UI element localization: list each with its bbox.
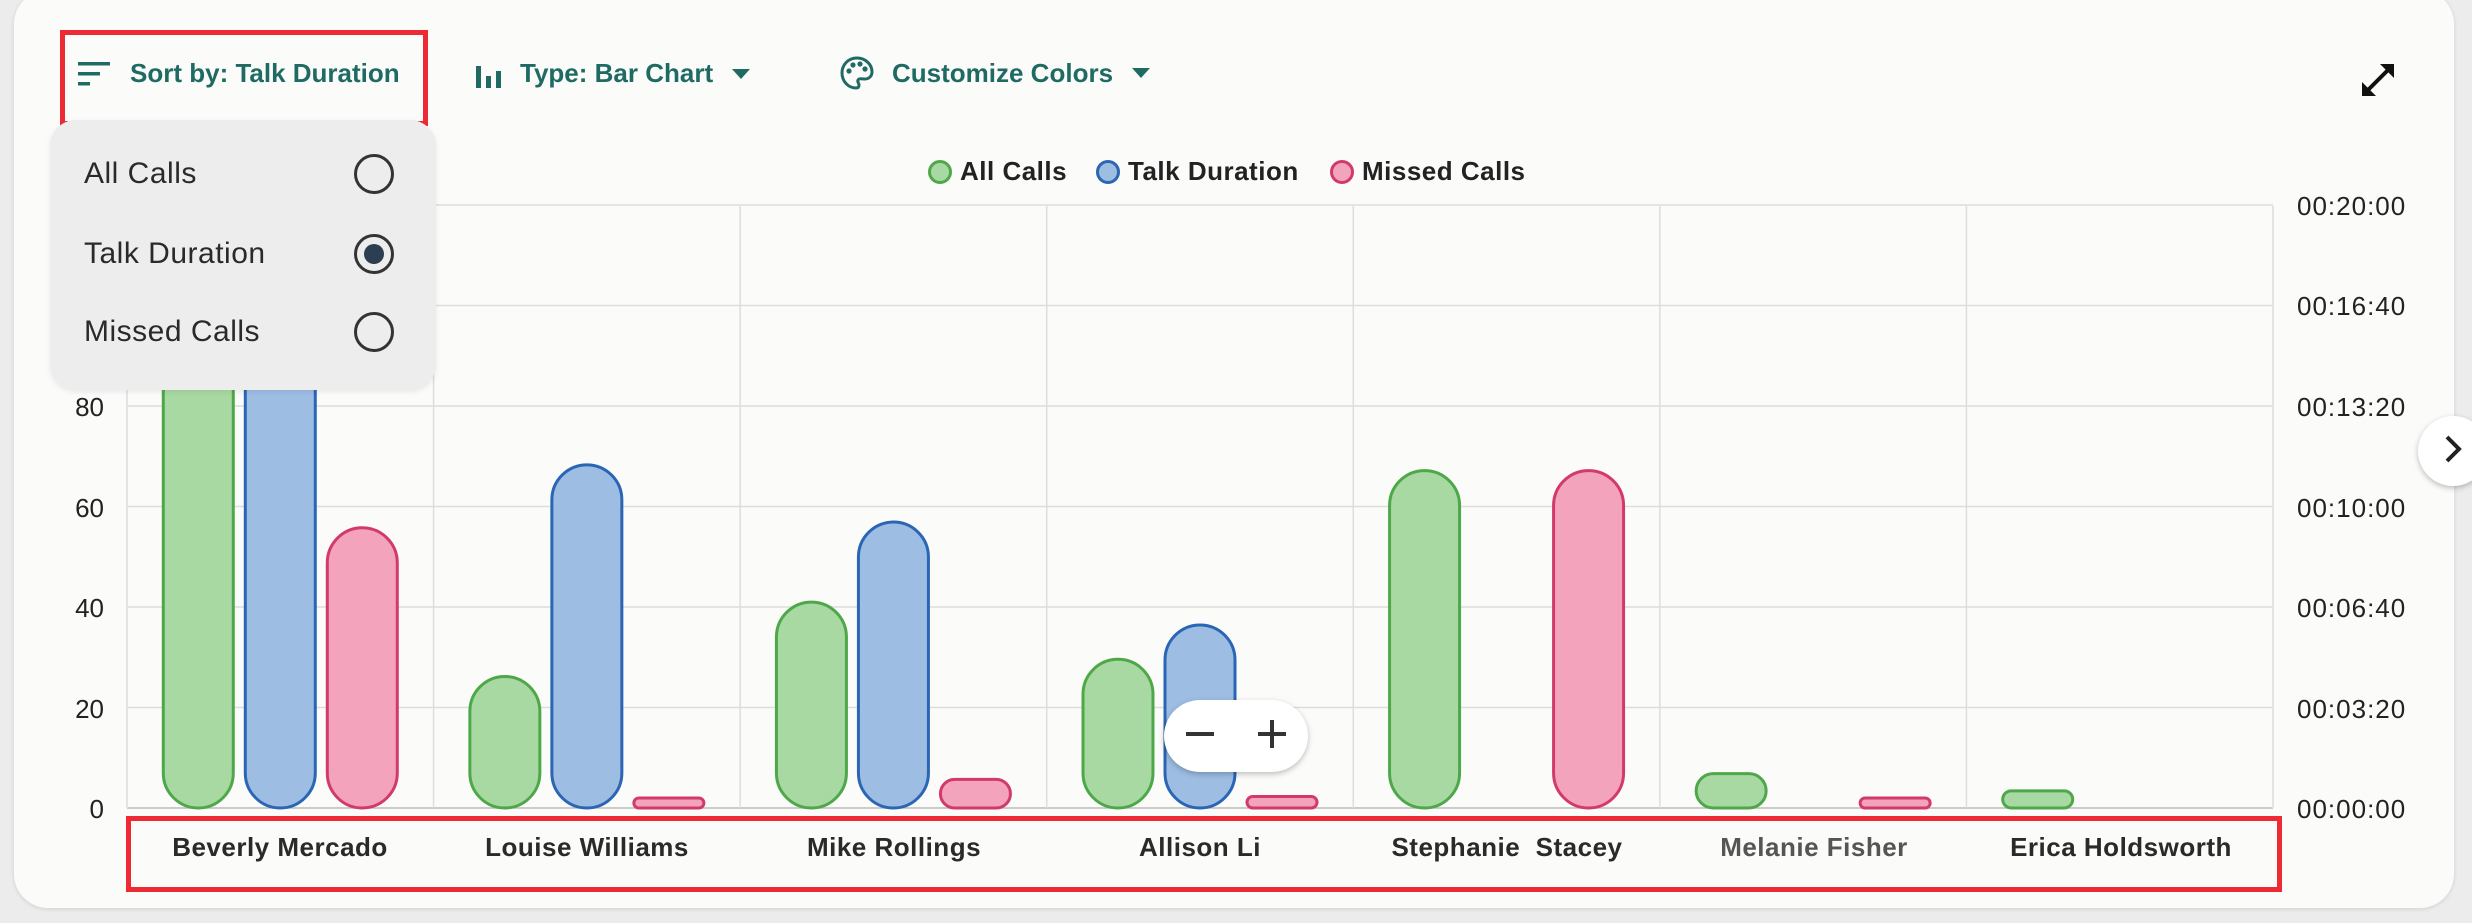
bar-all-calls[interactable]: [1694, 772, 1768, 810]
right-tick-5: 00:16:40: [2297, 291, 2407, 321]
customize-colors-label: Customize Colors: [892, 57, 1114, 88]
legend-all-calls-label: All Calls: [960, 156, 1068, 186]
bar-missed-calls[interactable]: [938, 777, 1012, 810]
chevron-right-icon: [2443, 434, 2463, 469]
left-tick-0: 0: [89, 794, 104, 824]
sort-option-all-calls[interactable]: All Calls: [50, 135, 436, 213]
chart-type-button[interactable]: Type: Bar Chart: [476, 58, 751, 89]
legend-talk-duration-label: Talk Duration: [1128, 156, 1299, 186]
bar-missed-calls[interactable]: [1552, 469, 1626, 810]
right-tick-3: 00:10:00: [2297, 493, 2407, 523]
bar-missed-calls[interactable]: [1245, 795, 1319, 810]
bar-all-calls[interactable]: [468, 674, 542, 810]
x-label-allison-li: Allison Li: [1139, 832, 1261, 862]
sort-icon: [78, 61, 112, 87]
sort-option-label: All Calls: [84, 157, 197, 190]
bar-talk-duration[interactable]: [856, 520, 930, 810]
bar-all-calls[interactable]: [2001, 789, 2075, 810]
legend-missed-calls-label: Missed Calls: [1362, 156, 1526, 186]
scroll-right-button[interactable]: [2418, 416, 2472, 486]
plus-icon: [1257, 719, 1287, 754]
left-tick-40: 40: [75, 593, 104, 623]
zoom-control: [1164, 700, 1308, 772]
legend-missed-calls-swatch: [1330, 159, 1354, 184]
bar-all-calls[interactable]: [774, 600, 848, 810]
right-tick-2: 00:06:40: [2297, 593, 2407, 623]
sort-by-label: Sort by: Talk Duration: [130, 58, 400, 88]
x-label-erica-holdsworth: Erica Holdsworth: [2010, 832, 2232, 862]
radio-selected-icon[interactable]: [354, 234, 394, 274]
legend-all-calls[interactable]: All Calls: [928, 156, 1067, 187]
x-label-louise-williams: Louise Williams: [485, 832, 689, 862]
bar-all-calls[interactable]: [1081, 657, 1155, 810]
zoom-out-button[interactable]: [1164, 700, 1236, 772]
bar-missed-calls[interactable]: [325, 526, 399, 810]
minus-icon: [1185, 719, 1215, 754]
left-tick-20: 20: [75, 694, 104, 724]
right-tick-4: 00:13:20: [2297, 392, 2407, 422]
chevron-down-icon: [1131, 67, 1151, 79]
expand-icon[interactable]: [2358, 60, 2398, 100]
sort-option-label: Missed Calls: [84, 315, 261, 348]
radio-unselected-icon[interactable]: [354, 154, 394, 194]
chart-type-label: Type: Bar Chart: [520, 58, 714, 88]
sort-option-talk-duration[interactable]: Talk Duration: [50, 215, 436, 293]
bar-chart-icon: [476, 60, 502, 88]
x-label-mike-rollings: Mike Rollings: [806, 832, 982, 862]
legend-talk-duration-swatch: [1096, 159, 1120, 184]
zoom-in-button[interactable]: [1236, 700, 1308, 772]
x-axis-labels-highlight: [126, 816, 2282, 892]
bar-talk-duration[interactable]: [550, 463, 624, 810]
radio-unselected-icon[interactable]: [354, 312, 394, 352]
bar-missed-calls[interactable]: [632, 796, 706, 810]
x-label-beverly-mercado: Beverly Mercado: [172, 832, 388, 862]
palette-icon: [840, 56, 874, 90]
legend-talk-duration[interactable]: Talk Duration: [1096, 156, 1299, 187]
legend-missed-calls[interactable]: Missed Calls: [1330, 156, 1526, 187]
customize-colors-button[interactable]: Customize Colors: [840, 56, 1151, 90]
sort-option-label: Talk Duration: [84, 237, 266, 270]
bar-missed-calls[interactable]: [1858, 796, 1932, 810]
sort-option-missed-calls[interactable]: Missed Calls: [50, 293, 436, 371]
right-tick-0: 00:00:00: [2297, 794, 2407, 824]
x-label-melanie-fisher: Melanie Fisher: [1720, 832, 1908, 862]
sort-dropdown-menu: All Calls Talk Duration Missed Calls: [50, 120, 436, 390]
left-tick-60: 60: [75, 493, 104, 523]
legend-all-calls-swatch: [928, 159, 952, 184]
sort-by-button[interactable]: Sort by: Talk Duration: [78, 58, 400, 89]
right-tick-6: 00:20:00: [2297, 191, 2407, 221]
left-tick-80: 80: [75, 392, 104, 422]
right-tick-1: 00:03:20: [2297, 694, 2407, 724]
x-label-stephanie-stacey: Stephanie Stacey: [1391, 832, 1623, 862]
bar-all-calls[interactable]: [1388, 469, 1462, 810]
chevron-down-icon: [731, 68, 751, 80]
